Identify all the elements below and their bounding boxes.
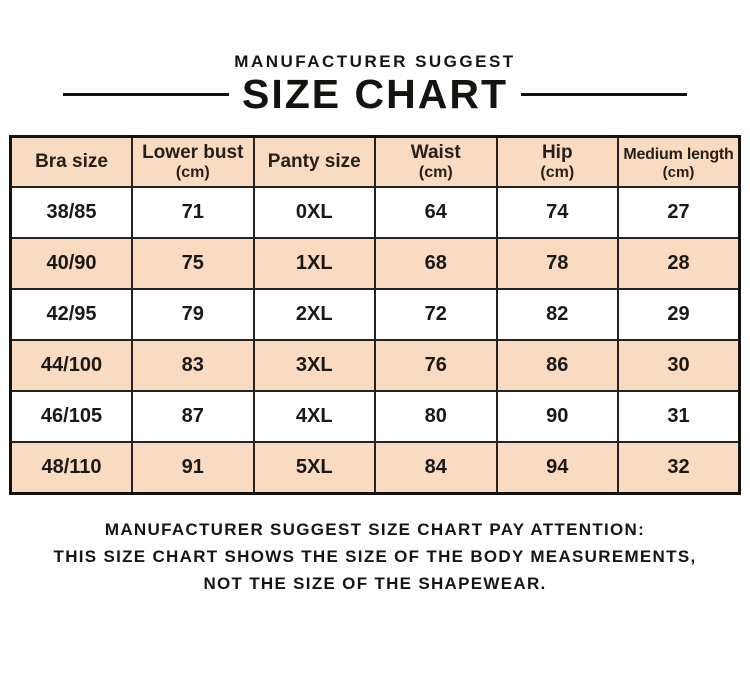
title-block: MANUFACTURER SUGGEST SIZE CHART bbox=[0, 52, 750, 116]
table-cell: 91 bbox=[131, 441, 255, 495]
column-label: Waist bbox=[410, 141, 461, 163]
table-cell: 38/85 bbox=[9, 186, 133, 240]
table-cell: 5XL bbox=[252, 441, 376, 495]
title-kicker: MANUFACTURER SUGGEST bbox=[234, 52, 516, 71]
table-row: 38/85 71 0XL 64 74 27 bbox=[9, 186, 741, 240]
table-cell: 3XL bbox=[252, 339, 376, 393]
column-unit: (cm) bbox=[540, 163, 575, 181]
column-header-hip: Hip (cm) bbox=[495, 135, 619, 189]
table-header: Bra size Lower bust (cm) Panty size Waist (cm… bbox=[9, 135, 741, 189]
table-cell: 87 bbox=[131, 390, 255, 444]
table-row: 46/105 87 4XL 80 90 31 bbox=[9, 390, 741, 444]
table-body: 38/85 71 0XL 64 74 27 40/90 75 1XL 68 78 28 42/95 79 2… bbox=[9, 186, 741, 495]
footer-note: MANUFACTURER SUGGEST SIZE CHART PAY ATTE… bbox=[0, 516, 750, 597]
table-cell: 78 bbox=[495, 237, 619, 291]
footer-line-3: NOT THE SIZE OF THE SHAPEWEAR. bbox=[203, 574, 547, 594]
table-row: 44/100 83 3XL 76 86 30 bbox=[9, 339, 741, 393]
footer-line-2: THIS SIZE CHART SHOWS THE SIZE OF THE BO… bbox=[53, 547, 697, 567]
page-title: SIZE CHART bbox=[242, 71, 508, 117]
column-label: Panty size bbox=[267, 151, 361, 173]
table-cell: 2XL bbox=[252, 288, 376, 342]
table-cell: 86 bbox=[495, 339, 619, 393]
size-chart-page: MANUFACTURER SUGGEST SIZE CHART Bra size… bbox=[0, 52, 750, 597]
table-cell: 72 bbox=[374, 288, 498, 342]
column-header-bra-size: Bra size bbox=[9, 135, 133, 189]
table-cell: 40/90 bbox=[9, 237, 133, 291]
column-label: Medium length bbox=[623, 145, 734, 163]
column-label: Hip bbox=[541, 141, 573, 163]
table-row: 42/95 79 2XL 72 82 29 bbox=[9, 288, 741, 342]
table-cell: 31 bbox=[617, 390, 741, 444]
table-header-row: Bra size Lower bust (cm) Panty size Waist (cm… bbox=[9, 135, 741, 189]
table-cell: 90 bbox=[495, 390, 619, 444]
table-cell: 64 bbox=[374, 186, 498, 240]
table-cell: 48/110 bbox=[9, 441, 133, 495]
table-cell: 80 bbox=[374, 390, 498, 444]
table-cell: 71 bbox=[131, 186, 255, 240]
column-unit: (cm) bbox=[662, 164, 695, 182]
column-unit: (cm) bbox=[175, 163, 210, 181]
footer-line-1: MANUFACTURER SUGGEST SIZE CHART PAY ATTE… bbox=[104, 520, 646, 540]
table-cell: 42/95 bbox=[9, 288, 133, 342]
table-cell: 44/100 bbox=[9, 339, 133, 393]
table-cell: 1XL bbox=[252, 237, 376, 291]
column-unit: (cm) bbox=[418, 163, 453, 181]
table-row: 48/110 91 5XL 84 94 32 bbox=[9, 441, 741, 495]
table-cell: 27 bbox=[617, 186, 741, 240]
size-chart-table: Bra size Lower bust (cm) Panty size Waist (cm… bbox=[9, 135, 741, 496]
title-rule-left bbox=[63, 93, 229, 97]
column-label: Bra size bbox=[35, 151, 108, 173]
table-cell: 29 bbox=[617, 288, 741, 342]
title-rule-right bbox=[521, 93, 687, 97]
table-cell: 82 bbox=[495, 288, 619, 342]
table-row: 40/90 75 1XL 68 78 28 bbox=[9, 237, 741, 291]
column-header-medium-length: Medium length (cm) bbox=[617, 135, 741, 189]
column-header-lower-bust: Lower bust (cm) bbox=[131, 135, 255, 189]
table-cell: 74 bbox=[495, 186, 619, 240]
column-header-panty-size: Panty size bbox=[252, 135, 376, 189]
table-cell: 84 bbox=[374, 441, 498, 495]
table-cell: 75 bbox=[131, 237, 255, 291]
table-cell: 4XL bbox=[252, 390, 376, 444]
table-cell: 83 bbox=[131, 339, 255, 393]
table-cell: 79 bbox=[131, 288, 255, 342]
title-row: SIZE CHART bbox=[0, 71, 750, 117]
table-cell: 94 bbox=[495, 441, 619, 495]
column-header-waist: Waist (cm) bbox=[374, 135, 498, 189]
table-cell: 68 bbox=[374, 237, 498, 291]
table-cell: 76 bbox=[374, 339, 498, 393]
table-cell: 46/105 bbox=[9, 390, 133, 444]
table-cell: 32 bbox=[617, 441, 741, 495]
column-label: Lower bust bbox=[142, 141, 244, 163]
table-cell: 30 bbox=[617, 339, 741, 393]
table-cell: 0XL bbox=[252, 186, 376, 240]
table-cell: 28 bbox=[617, 237, 741, 291]
